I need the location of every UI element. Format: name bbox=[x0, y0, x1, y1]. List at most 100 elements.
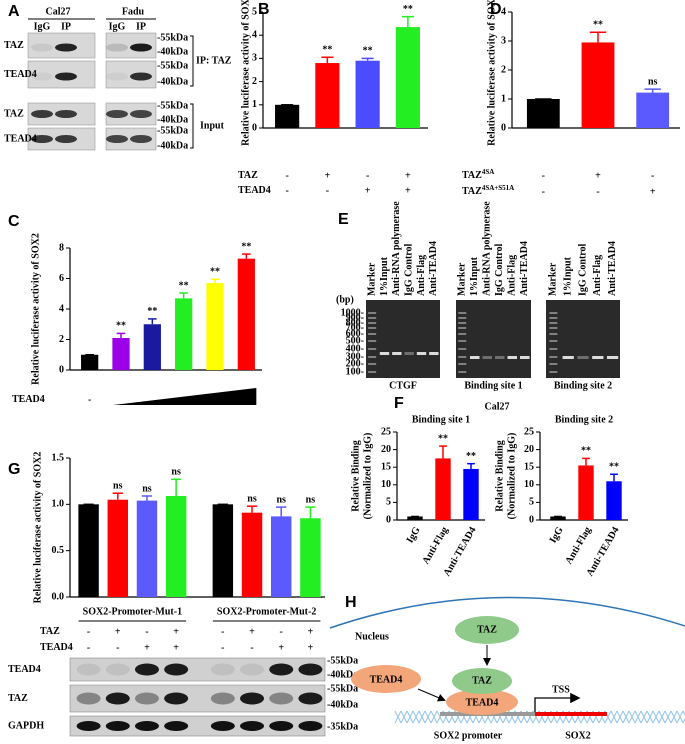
dna-strand bbox=[646, 710, 654, 724]
blot-band bbox=[55, 135, 77, 143]
x-tick-label: Anti-Flag bbox=[564, 525, 594, 566]
cell-line-label: Cal27 bbox=[485, 401, 510, 412]
dna-strand bbox=[682, 717, 685, 724]
y-tick-label: 1.5 bbox=[52, 452, 65, 463]
gel-caption: CTGF bbox=[389, 380, 417, 391]
lane-label: IgG bbox=[109, 21, 126, 32]
y-tick-label: 15 bbox=[381, 461, 391, 472]
blot-band bbox=[105, 692, 130, 705]
y-axis-label: Relative Binding bbox=[350, 440, 361, 511]
gel-caption: Binding site 2 bbox=[554, 380, 612, 391]
y-tick-label: 20 bbox=[381, 444, 391, 455]
chart-title: Binding site 2 bbox=[555, 414, 613, 425]
mw-marker: -40kDa bbox=[157, 114, 188, 125]
panel-letter: F bbox=[394, 395, 404, 412]
gel-band bbox=[592, 356, 604, 359]
blot-band bbox=[134, 692, 159, 705]
y-axis-label: (Normalized to IgG) bbox=[362, 433, 373, 520]
y-axis-label: (Normalized to IgG) bbox=[506, 433, 517, 520]
condition-sign: - bbox=[596, 186, 599, 197]
dna-strand bbox=[406, 710, 414, 724]
bar bbox=[241, 512, 263, 597]
lane-label: 1%Input bbox=[379, 256, 390, 296]
tead4-protein bbox=[351, 665, 421, 693]
blot-band bbox=[134, 721, 159, 731]
condition-sign: + bbox=[278, 642, 284, 653]
y-tick-label: 5 bbox=[529, 497, 534, 508]
lane-label: 1%Input bbox=[562, 256, 573, 296]
condition-name: TEAD4 bbox=[40, 642, 73, 653]
gradient-triangle bbox=[113, 388, 257, 405]
y-axis-label: Relative luciferase activity of SOX2 bbox=[486, 0, 497, 146]
ladder-band bbox=[549, 356, 558, 358]
condition-name: TAZ bbox=[40, 626, 60, 637]
significance-label: ns bbox=[113, 481, 123, 492]
bar bbox=[81, 354, 99, 370]
mw-marker: -40kDa bbox=[157, 140, 188, 151]
bp-label: 500- bbox=[346, 335, 364, 346]
mw-marker: -55kDa bbox=[157, 125, 188, 136]
condition-sign: + bbox=[249, 626, 255, 637]
x-tick-label: Anti-Flag bbox=[421, 525, 451, 566]
significance-label: ** bbox=[147, 306, 157, 317]
blot-strip bbox=[69, 715, 326, 737]
y-tick-label: 0 bbox=[59, 364, 64, 375]
gel bbox=[546, 300, 620, 378]
ladder-band bbox=[368, 348, 377, 350]
nuclear-membrane bbox=[329, 596, 685, 629]
taz-protein bbox=[452, 668, 512, 694]
gel-band bbox=[379, 352, 390, 355]
condition-sign: - bbox=[542, 170, 545, 181]
gel-band bbox=[429, 352, 439, 355]
group-label: IP: TAZ bbox=[196, 55, 232, 66]
ladder-band bbox=[549, 348, 558, 350]
ladder-band bbox=[549, 322, 558, 324]
blot-band bbox=[269, 721, 294, 731]
gel bbox=[456, 300, 531, 378]
blot-band bbox=[269, 692, 294, 705]
blot-band bbox=[105, 663, 130, 676]
condition-sign: - bbox=[221, 626, 224, 637]
lane-label: Anti-RNA polymerase bbox=[482, 201, 493, 296]
significance-label: ** bbox=[241, 241, 251, 252]
y-tick-label: 0 bbox=[386, 514, 391, 525]
significance-label: ** bbox=[581, 446, 591, 457]
lane-label: Anti-TEAD4 bbox=[607, 241, 618, 296]
panel-letter: D bbox=[490, 1, 502, 18]
mw-marker: -40kDa bbox=[327, 699, 358, 710]
dna-strand bbox=[430, 710, 438, 724]
y-axis-label: Relative luciferase activity of SOX2 bbox=[32, 452, 43, 604]
lane-label: Anti-TEAD4 bbox=[428, 241, 439, 296]
bar bbox=[355, 60, 380, 128]
bar bbox=[315, 63, 340, 128]
condition-sign: - bbox=[88, 394, 91, 405]
y-tick-label: 0.0 bbox=[52, 591, 65, 602]
bracket bbox=[190, 103, 194, 149]
ladder-band bbox=[458, 348, 467, 350]
blot-band bbox=[76, 663, 101, 676]
blot-band bbox=[55, 72, 77, 81]
ladder-band bbox=[549, 317, 558, 319]
blot-band bbox=[134, 663, 159, 676]
y-tick-label: 8 bbox=[59, 242, 64, 253]
x-tick-label: IgG bbox=[405, 525, 423, 545]
bp-unit: (bp) bbox=[336, 294, 354, 305]
condition-superscript: 4SA bbox=[482, 168, 494, 176]
blot-band bbox=[31, 72, 53, 81]
lane-label: Marker bbox=[366, 262, 377, 296]
condition-superscript: 4SA+S51A bbox=[482, 184, 514, 192]
dna-strand bbox=[622, 710, 630, 724]
dna-strand bbox=[670, 710, 678, 724]
bar bbox=[606, 481, 622, 520]
gel-band bbox=[606, 356, 619, 359]
y-axis-label: Relative Binding bbox=[494, 440, 505, 511]
condition-name: TAZ bbox=[462, 186, 482, 197]
blot-band bbox=[130, 110, 152, 118]
tss-label: TSS bbox=[552, 684, 570, 695]
significance-label: ** bbox=[179, 280, 189, 291]
y-axis-label: Relative luciferase activity of SOX2 bbox=[240, 0, 251, 146]
ladder-band bbox=[368, 317, 377, 319]
lane-label: IgG Control bbox=[494, 243, 505, 296]
bar bbox=[143, 324, 161, 370]
